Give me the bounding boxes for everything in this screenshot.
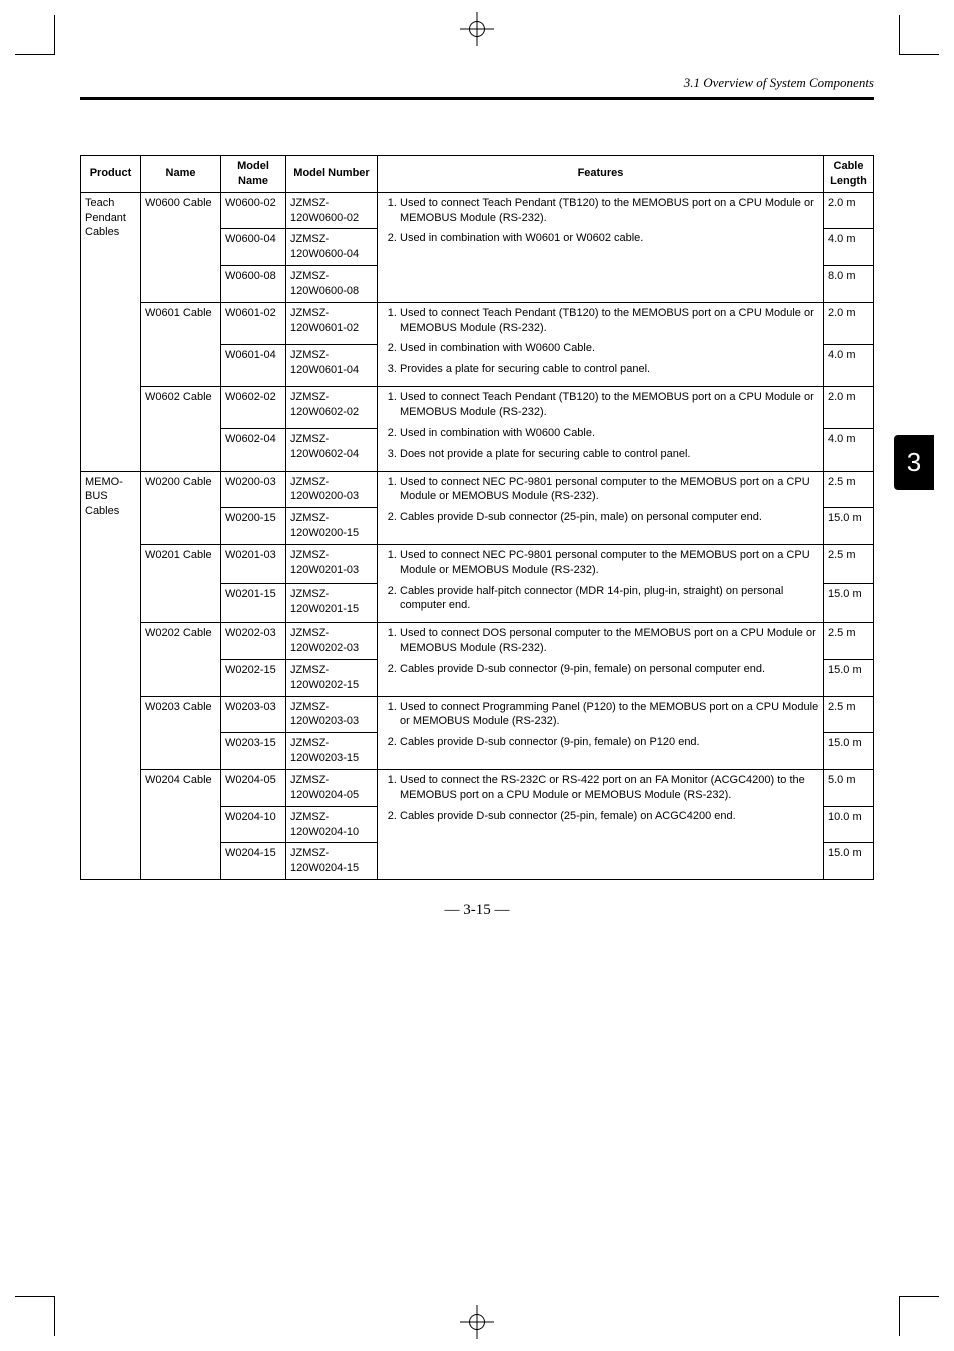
cell-model-name: W0204-10 <box>221 806 286 843</box>
cell-model-name: W0600-08 <box>221 266 286 303</box>
cell-length: 2.5 m <box>824 696 874 733</box>
cell-length: 15.0 m <box>824 843 874 880</box>
cell-model-number: JZMSZ-120W0201-15 <box>286 584 378 623</box>
cell-model-number: JZMSZ-120W0203-03 <box>286 696 378 733</box>
th-model-name: Model Name <box>221 156 286 193</box>
cell-features: Used to connect Programming Panel (P120)… <box>378 696 824 769</box>
registration-mark <box>466 18 488 40</box>
section-header: 3.1 Overview of System Components <box>80 75 874 95</box>
cell-length: 2.5 m <box>824 623 874 660</box>
crop-mark <box>15 1296 55 1336</box>
table-row: W0601 Cable W0601-02 JZMSZ-120W0601-02 U… <box>81 302 874 344</box>
cell-features: Used to connect DOS personal computer to… <box>378 623 824 696</box>
page-number: — 3-15 — <box>80 902 874 919</box>
cell-model-number: JZMSZ-120W0602-02 <box>286 387 378 429</box>
cell-model-number: JZMSZ-120W0200-15 <box>286 508 378 545</box>
cell-model-number: JZMSZ-120W0202-03 <box>286 623 378 660</box>
cell-model-name: W0602-02 <box>221 387 286 429</box>
cell-model-number: JZMSZ-120W0204-15 <box>286 843 378 880</box>
registration-mark <box>466 1311 488 1333</box>
cell-name: W0202 Cable <box>141 623 221 696</box>
cell-model-number: JZMSZ-120W0204-10 <box>286 806 378 843</box>
cell-model-name: W0204-05 <box>221 770 286 807</box>
cell-model-number: JZMSZ-120W0601-04 <box>286 344 378 386</box>
table-row: W0202 Cable W0202-03 JZMSZ-120W0202-03 U… <box>81 623 874 660</box>
cell-model-name: W0601-04 <box>221 344 286 386</box>
cell-model-number: JZMSZ-120W0600-08 <box>286 266 378 303</box>
cell-length: 8.0 m <box>824 266 874 303</box>
cell-model-name: W0203-03 <box>221 696 286 733</box>
cell-name: W0600 Cable <box>141 192 221 302</box>
cell-length: 10.0 m <box>824 806 874 843</box>
header-rule <box>80 97 874 100</box>
cell-length: 2.0 m <box>824 387 874 429</box>
crop-mark <box>899 1296 939 1336</box>
cell-length: 4.0 m <box>824 229 874 266</box>
cell-model-number: JZMSZ-120W0204-05 <box>286 770 378 807</box>
cell-product: MEMO-BUS Cables <box>81 471 141 880</box>
cell-length: 2.5 m <box>824 544 874 583</box>
table-row: MEMO-BUS Cables W0200 Cable W0200-03 JZM… <box>81 471 874 508</box>
th-name: Name <box>141 156 221 193</box>
table-row: W0201 Cable W0201-03 JZMSZ-120W0201-03 U… <box>81 544 874 583</box>
cell-length: 15.0 m <box>824 584 874 623</box>
crop-mark <box>15 15 55 55</box>
cell-features: Used to connect Teach Pendant (TB120) to… <box>378 302 824 386</box>
cell-model-number: JZMSZ-120W0200-03 <box>286 471 378 508</box>
cell-product: Teach Pendant Cables <box>81 192 141 471</box>
table-header-row: Product Name Model Name Model Number Fea… <box>81 156 874 193</box>
cell-model-name: W0202-15 <box>221 659 286 696</box>
th-product: Product <box>81 156 141 193</box>
cell-name: W0200 Cable <box>141 471 221 544</box>
cell-model-number: JZMSZ-120W0601-02 <box>286 302 378 344</box>
table-row: Teach Pendant Cables W0600 Cable W0600-0… <box>81 192 874 229</box>
cell-model-number: JZMSZ-120W0202-15 <box>286 659 378 696</box>
cell-model-number: JZMSZ-120W0201-03 <box>286 544 378 583</box>
cell-length: 15.0 m <box>824 733 874 770</box>
table-row: W0602 Cable W0602-02 JZMSZ-120W0602-02 U… <box>81 387 874 429</box>
chapter-tab: 3 <box>894 435 934 490</box>
cell-length: 15.0 m <box>824 508 874 545</box>
cell-features: Used to connect Teach Pendant (TB120) to… <box>378 192 824 302</box>
table-row: W0204 Cable W0204-05 JZMSZ-120W0204-05 U… <box>81 770 874 807</box>
cell-length: 2.0 m <box>824 302 874 344</box>
table-row: W0203 Cable W0203-03 JZMSZ-120W0203-03 U… <box>81 696 874 733</box>
cell-model-number: JZMSZ-120W0600-02 <box>286 192 378 229</box>
spec-table: Product Name Model Name Model Number Fea… <box>80 155 874 880</box>
cell-length: 2.0 m <box>824 192 874 229</box>
cell-model-name: W0202-03 <box>221 623 286 660</box>
cell-model-name: W0204-15 <box>221 843 286 880</box>
cell-model-name: W0201-15 <box>221 584 286 623</box>
cell-length: 4.0 m <box>824 344 874 386</box>
th-model-number: Model Number <box>286 156 378 193</box>
cell-model-name: W0201-03 <box>221 544 286 583</box>
cell-model-number: JZMSZ-120W0600-04 <box>286 229 378 266</box>
cell-model-name: W0602-04 <box>221 429 286 471</box>
cell-model-name: W0601-02 <box>221 302 286 344</box>
cell-name: W0204 Cable <box>141 770 221 880</box>
cell-model-name: W0203-15 <box>221 733 286 770</box>
cell-features: Used to connect the RS-232C or RS-422 po… <box>378 770 824 880</box>
cell-name: W0201 Cable <box>141 544 221 622</box>
cell-model-name: W0600-04 <box>221 229 286 266</box>
cell-model-number: JZMSZ-120W0602-04 <box>286 429 378 471</box>
cell-features: Used to connect NEC PC-9801 personal com… <box>378 471 824 544</box>
cell-model-name: W0200-15 <box>221 508 286 545</box>
cell-name: W0601 Cable <box>141 302 221 386</box>
cell-name: W0602 Cable <box>141 387 221 471</box>
cell-length: 2.5 m <box>824 471 874 508</box>
cell-features: Used to connect NEC PC-9801 personal com… <box>378 544 824 622</box>
cell-features: Used to connect Teach Pendant (TB120) to… <box>378 387 824 471</box>
cell-name: W0203 Cable <box>141 696 221 769</box>
cell-length: 5.0 m <box>824 770 874 807</box>
cell-length: 4.0 m <box>824 429 874 471</box>
cell-model-number: JZMSZ-120W0203-15 <box>286 733 378 770</box>
cell-model-name: W0600-02 <box>221 192 286 229</box>
crop-mark <box>899 15 939 55</box>
page-content: 3.1 Overview of System Components 3 Prod… <box>80 75 874 1276</box>
th-cable-length: Cable Length <box>824 156 874 193</box>
cell-length: 15.0 m <box>824 659 874 696</box>
cell-model-name: W0200-03 <box>221 471 286 508</box>
th-features: Features <box>378 156 824 193</box>
